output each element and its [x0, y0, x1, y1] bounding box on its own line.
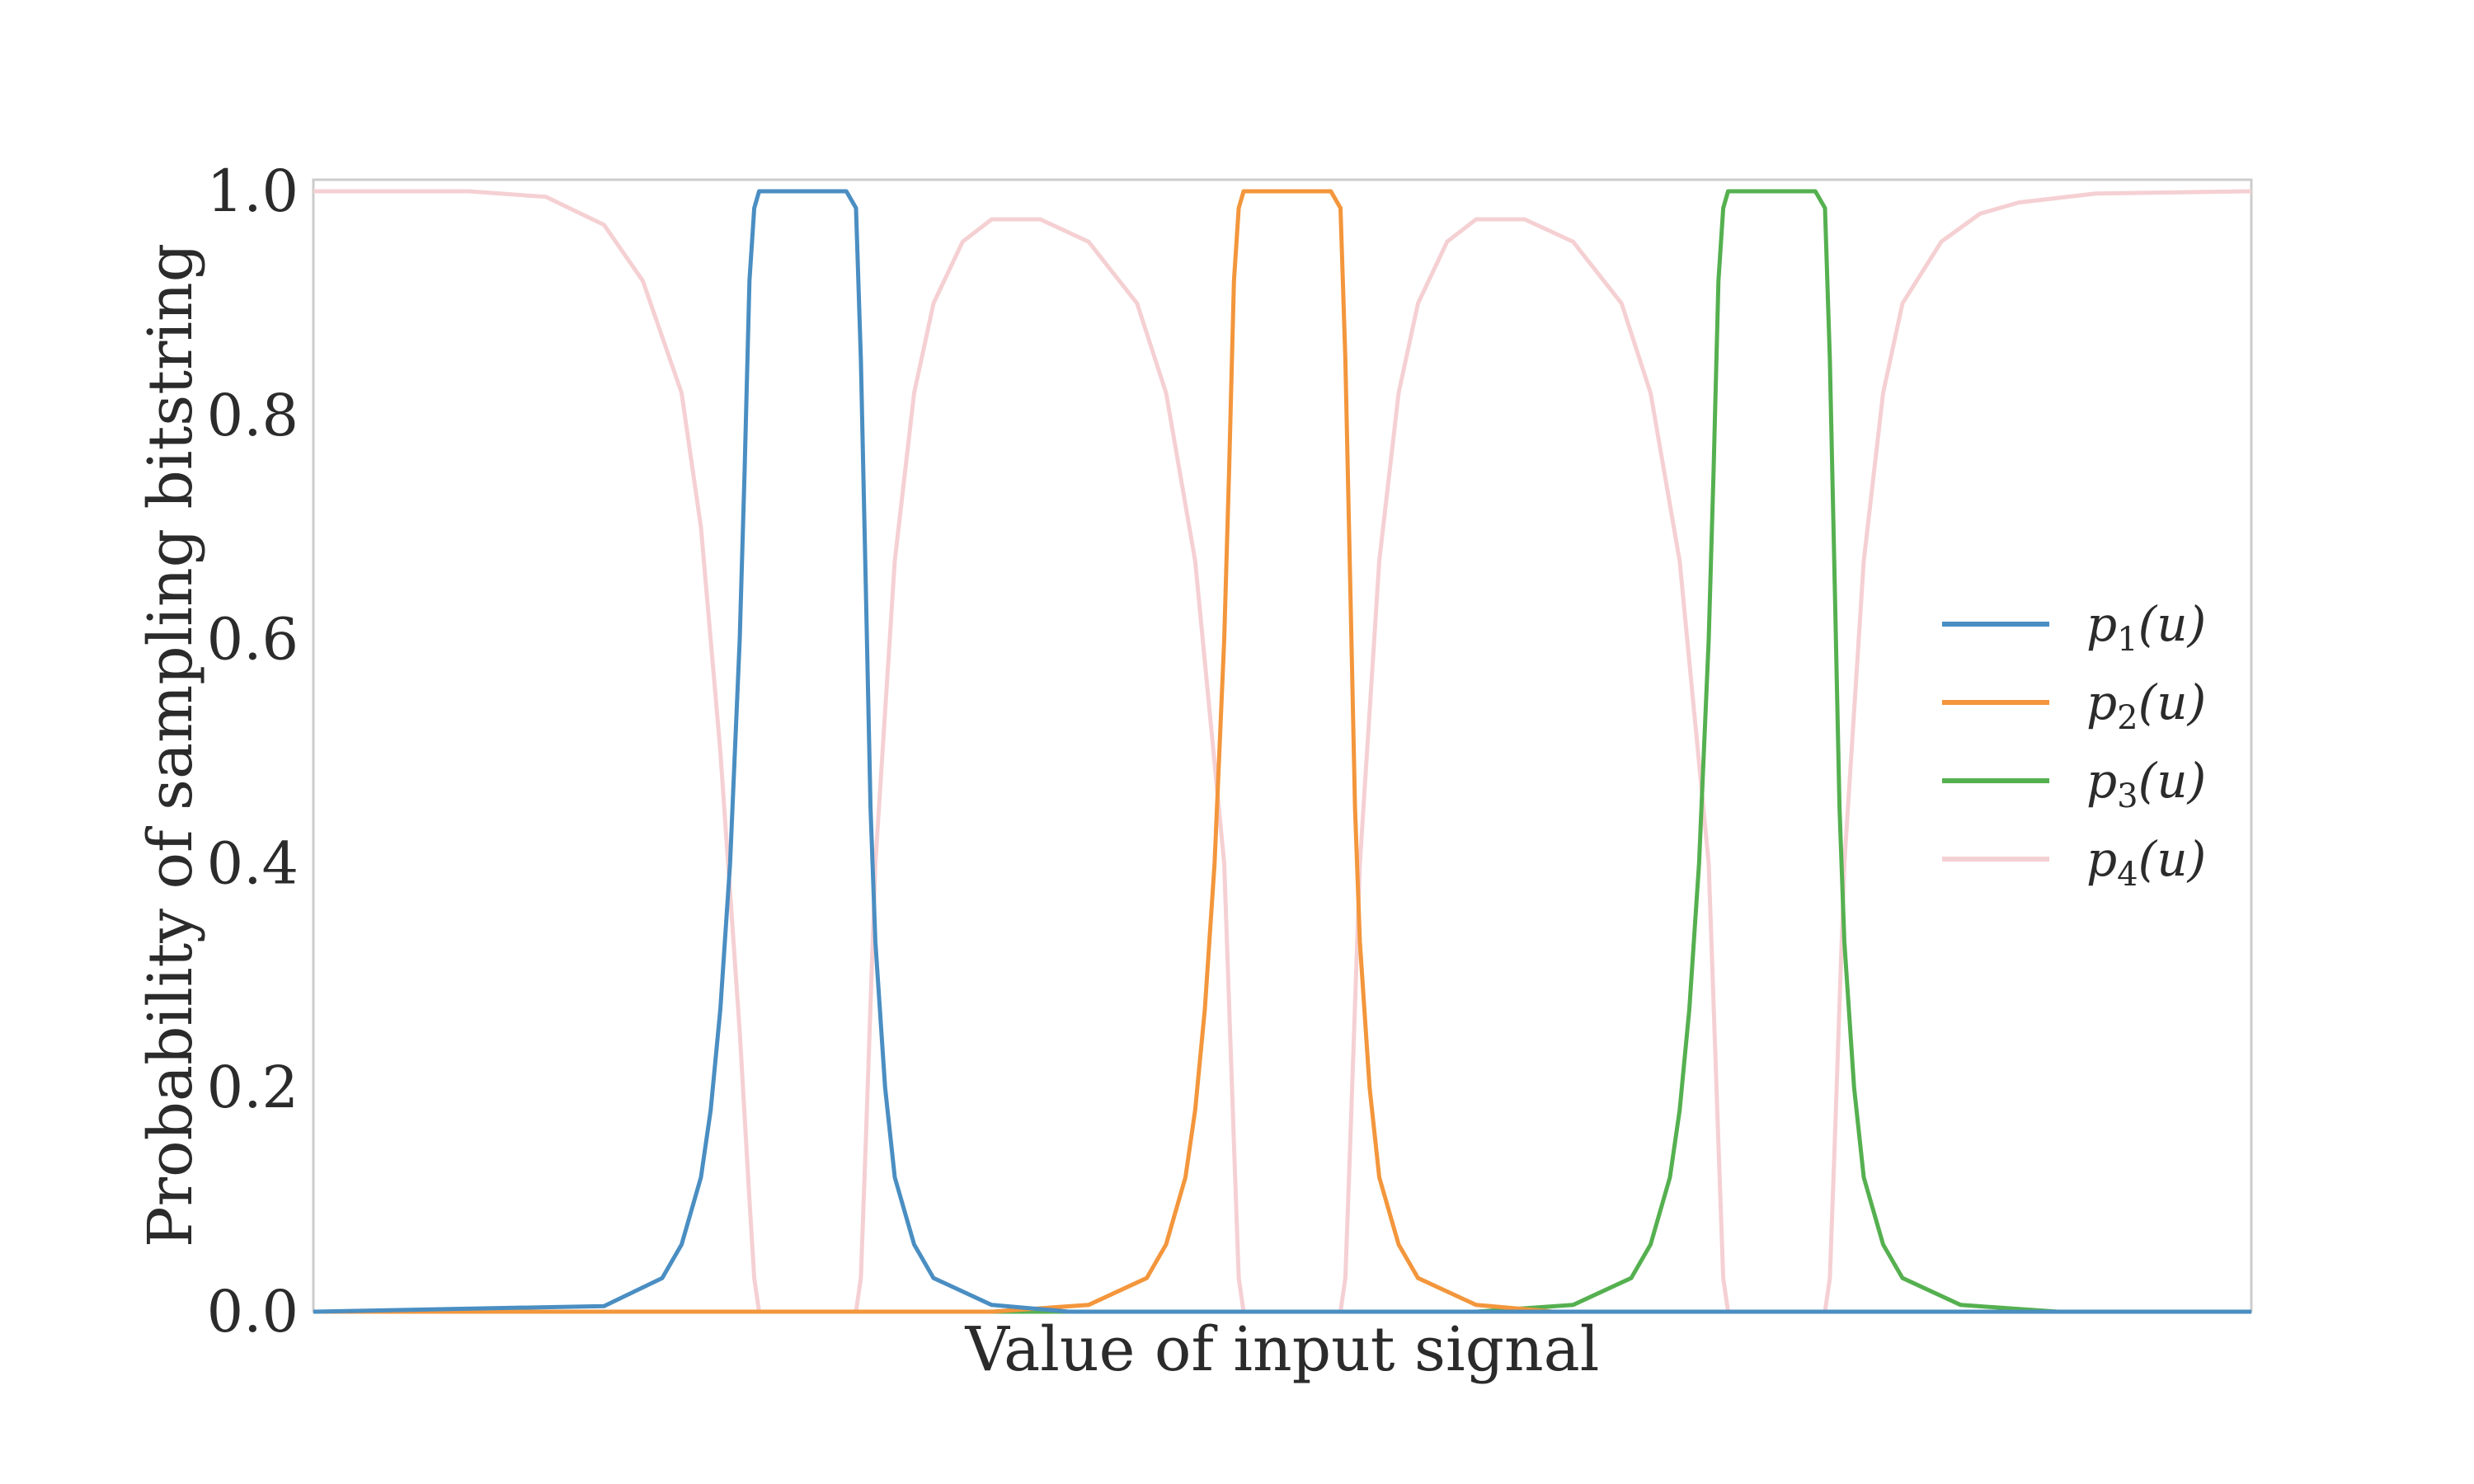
legend-label-argument: (u) — [2138, 753, 2207, 809]
legend-item-p3: p3(u) — [1942, 753, 2206, 815]
series-layer — [313, 189, 2252, 1314]
plot-frame — [312, 178, 2253, 1313]
legend-item-p2: p2(u) — [1942, 674, 2206, 737]
legend-label: p2(u) — [2086, 674, 2206, 737]
y-tick-label: 0.8 — [207, 382, 299, 449]
legend-label-argument: (u) — [2138, 831, 2207, 887]
legend-label-argument: (u) — [2138, 674, 2207, 730]
legend-label-subscript: 1 — [2117, 621, 2138, 659]
legend-label: p1(u) — [2086, 596, 2206, 659]
series-line-p1 — [313, 189, 2251, 1314]
legend-label-subscript: 2 — [2117, 699, 2138, 737]
y-tick-label: 0.2 — [207, 1054, 299, 1121]
x-axis-label: Value of input signal — [965, 1314, 1600, 1385]
y-tick-label: 1.0 — [207, 157, 299, 225]
y-tick-label: 0.4 — [207, 829, 299, 897]
legend-label-subscript: 3 — [2117, 777, 2138, 815]
y-tick-label: 0.0 — [207, 1278, 299, 1345]
legend-label-base: p — [2086, 674, 2117, 730]
y-axis-label: Probability of sampling bitstring — [135, 243, 206, 1247]
legend-label-base: p — [2086, 596, 2117, 652]
legend-item-p1: p1(u) — [1942, 596, 2206, 659]
series-line-p2 — [313, 189, 2251, 1314]
plot-area — [312, 178, 2253, 1314]
legend-item-p4: p4(u) — [1942, 831, 2206, 894]
series-line-p4 — [313, 189, 2252, 1314]
y-axis-ticks: 0.0 0.2 0.4 0.6 0.8 1.0 — [207, 157, 299, 1345]
legend-label-subscript: 4 — [2117, 856, 2138, 894]
legend: p1(u)p2(u)p3(u)p4(u) — [1942, 596, 2206, 894]
legend-label-base: p — [2086, 831, 2117, 887]
legend-label: p4(u) — [2086, 831, 2206, 894]
legend-label-base: p — [2086, 753, 2117, 809]
legend-label-argument: (u) — [2138, 596, 2207, 652]
series-line-p3 — [313, 189, 2251, 1314]
y-tick-label: 0.6 — [207, 606, 299, 674]
legend-label: p3(u) — [2086, 753, 2206, 815]
